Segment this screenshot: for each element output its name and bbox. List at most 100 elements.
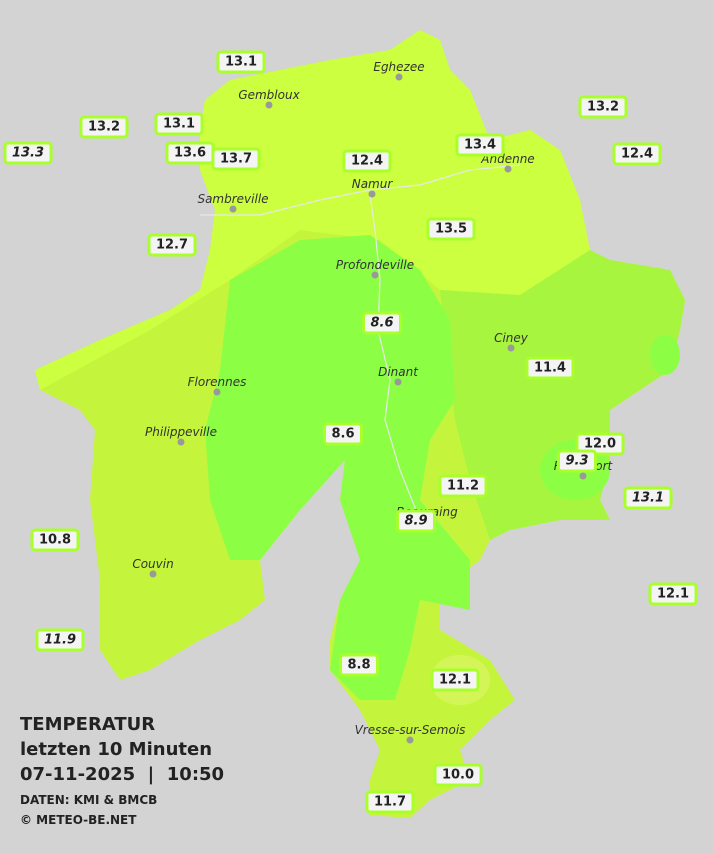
station-value: 12.7 (156, 238, 188, 253)
station-box (342, 149, 392, 173)
city-dot (579, 472, 587, 480)
station-value: 13.1 (632, 491, 664, 506)
station: 13.6 (165, 141, 215, 165)
station-box (612, 142, 662, 166)
station: 13.3 (3, 141, 53, 165)
credit-line: © METEO-BE.NET (20, 813, 137, 827)
station: 8.8 (338, 653, 380, 677)
cool-zone (205, 235, 470, 700)
station-value: 13.3 (12, 146, 44, 161)
station-value: 12.4 (621, 147, 653, 162)
station: 13.1 (154, 112, 204, 136)
station-value: 13.1 (163, 117, 195, 132)
station: 13.1 (623, 486, 673, 510)
station: 11.2 (438, 474, 488, 498)
station-value: 8.6 (370, 316, 393, 331)
station-value: 10.8 (39, 533, 71, 548)
station: 8.9 (395, 509, 437, 533)
station: 13.2 (578, 95, 628, 119)
warm-zone (35, 30, 590, 390)
city-dot (504, 165, 512, 173)
station: 10.8 (30, 528, 80, 552)
station-value: 11.4 (534, 361, 566, 376)
city-name: Eghezee (373, 60, 424, 74)
station: 13.5 (426, 217, 476, 241)
station-value: 8.6 (331, 427, 354, 442)
station-box (30, 528, 80, 552)
station-value: 9.3 (565, 454, 588, 469)
station-box (648, 582, 698, 606)
station-box (365, 790, 415, 814)
station-box (395, 509, 437, 533)
city-dot (371, 271, 379, 279)
station: 10.0 (433, 763, 483, 787)
city-name: Dinant (378, 365, 419, 379)
city-name: Philippeville (145, 425, 217, 439)
station-value: 12.4 (351, 154, 383, 169)
station: 13.4 (455, 133, 505, 157)
station-box (35, 628, 85, 652)
station-box (438, 474, 488, 498)
station: 12.1 (648, 582, 698, 606)
station-box (426, 217, 476, 241)
station-box (578, 95, 628, 119)
station: 13.1 (216, 50, 266, 74)
city-name: Namur (352, 177, 394, 191)
station-value: 8.9 (404, 514, 427, 529)
station: 12.4 (342, 149, 392, 173)
cool-spot (650, 335, 680, 375)
station-value: 13.6 (174, 146, 206, 161)
station-box (433, 763, 483, 787)
city-name: Florennes (188, 375, 247, 389)
station-box (322, 422, 364, 446)
city-dot (265, 101, 273, 109)
station-value: 12.1 (439, 673, 471, 688)
station-box (455, 133, 505, 157)
station-value: 13.7 (220, 152, 252, 167)
station-value: 13.1 (225, 55, 257, 70)
station-box (338, 653, 380, 677)
station-box (623, 486, 673, 510)
title-line: 07-11-2025 | 10:50 (20, 764, 224, 785)
city-name: Gembloux (238, 88, 300, 102)
city-dot (507, 344, 515, 352)
city-dot (368, 190, 376, 198)
station-value: 12.1 (657, 587, 689, 602)
station-box (154, 112, 204, 136)
title-line: TEMPERATUR (20, 714, 155, 735)
station-value: 13.5 (435, 222, 467, 237)
city-name: Vresse-sur-Semois (355, 723, 466, 737)
station: 11.7 (365, 790, 415, 814)
river (200, 164, 521, 216)
station-value: 13.2 (88, 120, 120, 135)
station: 8.6 (361, 311, 403, 335)
station-box (216, 50, 266, 74)
station-box (211, 147, 261, 171)
station-value: 11.7 (374, 795, 406, 810)
city-dot (229, 205, 237, 213)
station-box (147, 233, 197, 257)
station-value: 12.0 (584, 437, 616, 452)
station: 11.9 (35, 628, 85, 652)
city-dot (149, 570, 157, 578)
station-box (575, 432, 625, 456)
river (369, 194, 421, 521)
station: 8.6 (322, 422, 364, 446)
city-dot (177, 438, 185, 446)
station: 13.7 (211, 147, 261, 171)
station-value: 13.4 (464, 138, 496, 153)
station: 9.3 (556, 449, 598, 473)
station: 12.0 (575, 432, 625, 456)
station-value: 13.2 (587, 100, 619, 115)
credit-line: DATEN: KMI & BMCB (20, 793, 157, 807)
city-name: Sambreville (197, 192, 268, 206)
station-value: 11.9 (44, 633, 76, 648)
station-box (361, 311, 403, 335)
station-box (556, 449, 598, 473)
mid-zone (440, 250, 685, 540)
city-dot (395, 73, 403, 81)
station: 11.4 (525, 356, 575, 380)
city-dot (394, 378, 402, 386)
station-box (430, 668, 480, 692)
